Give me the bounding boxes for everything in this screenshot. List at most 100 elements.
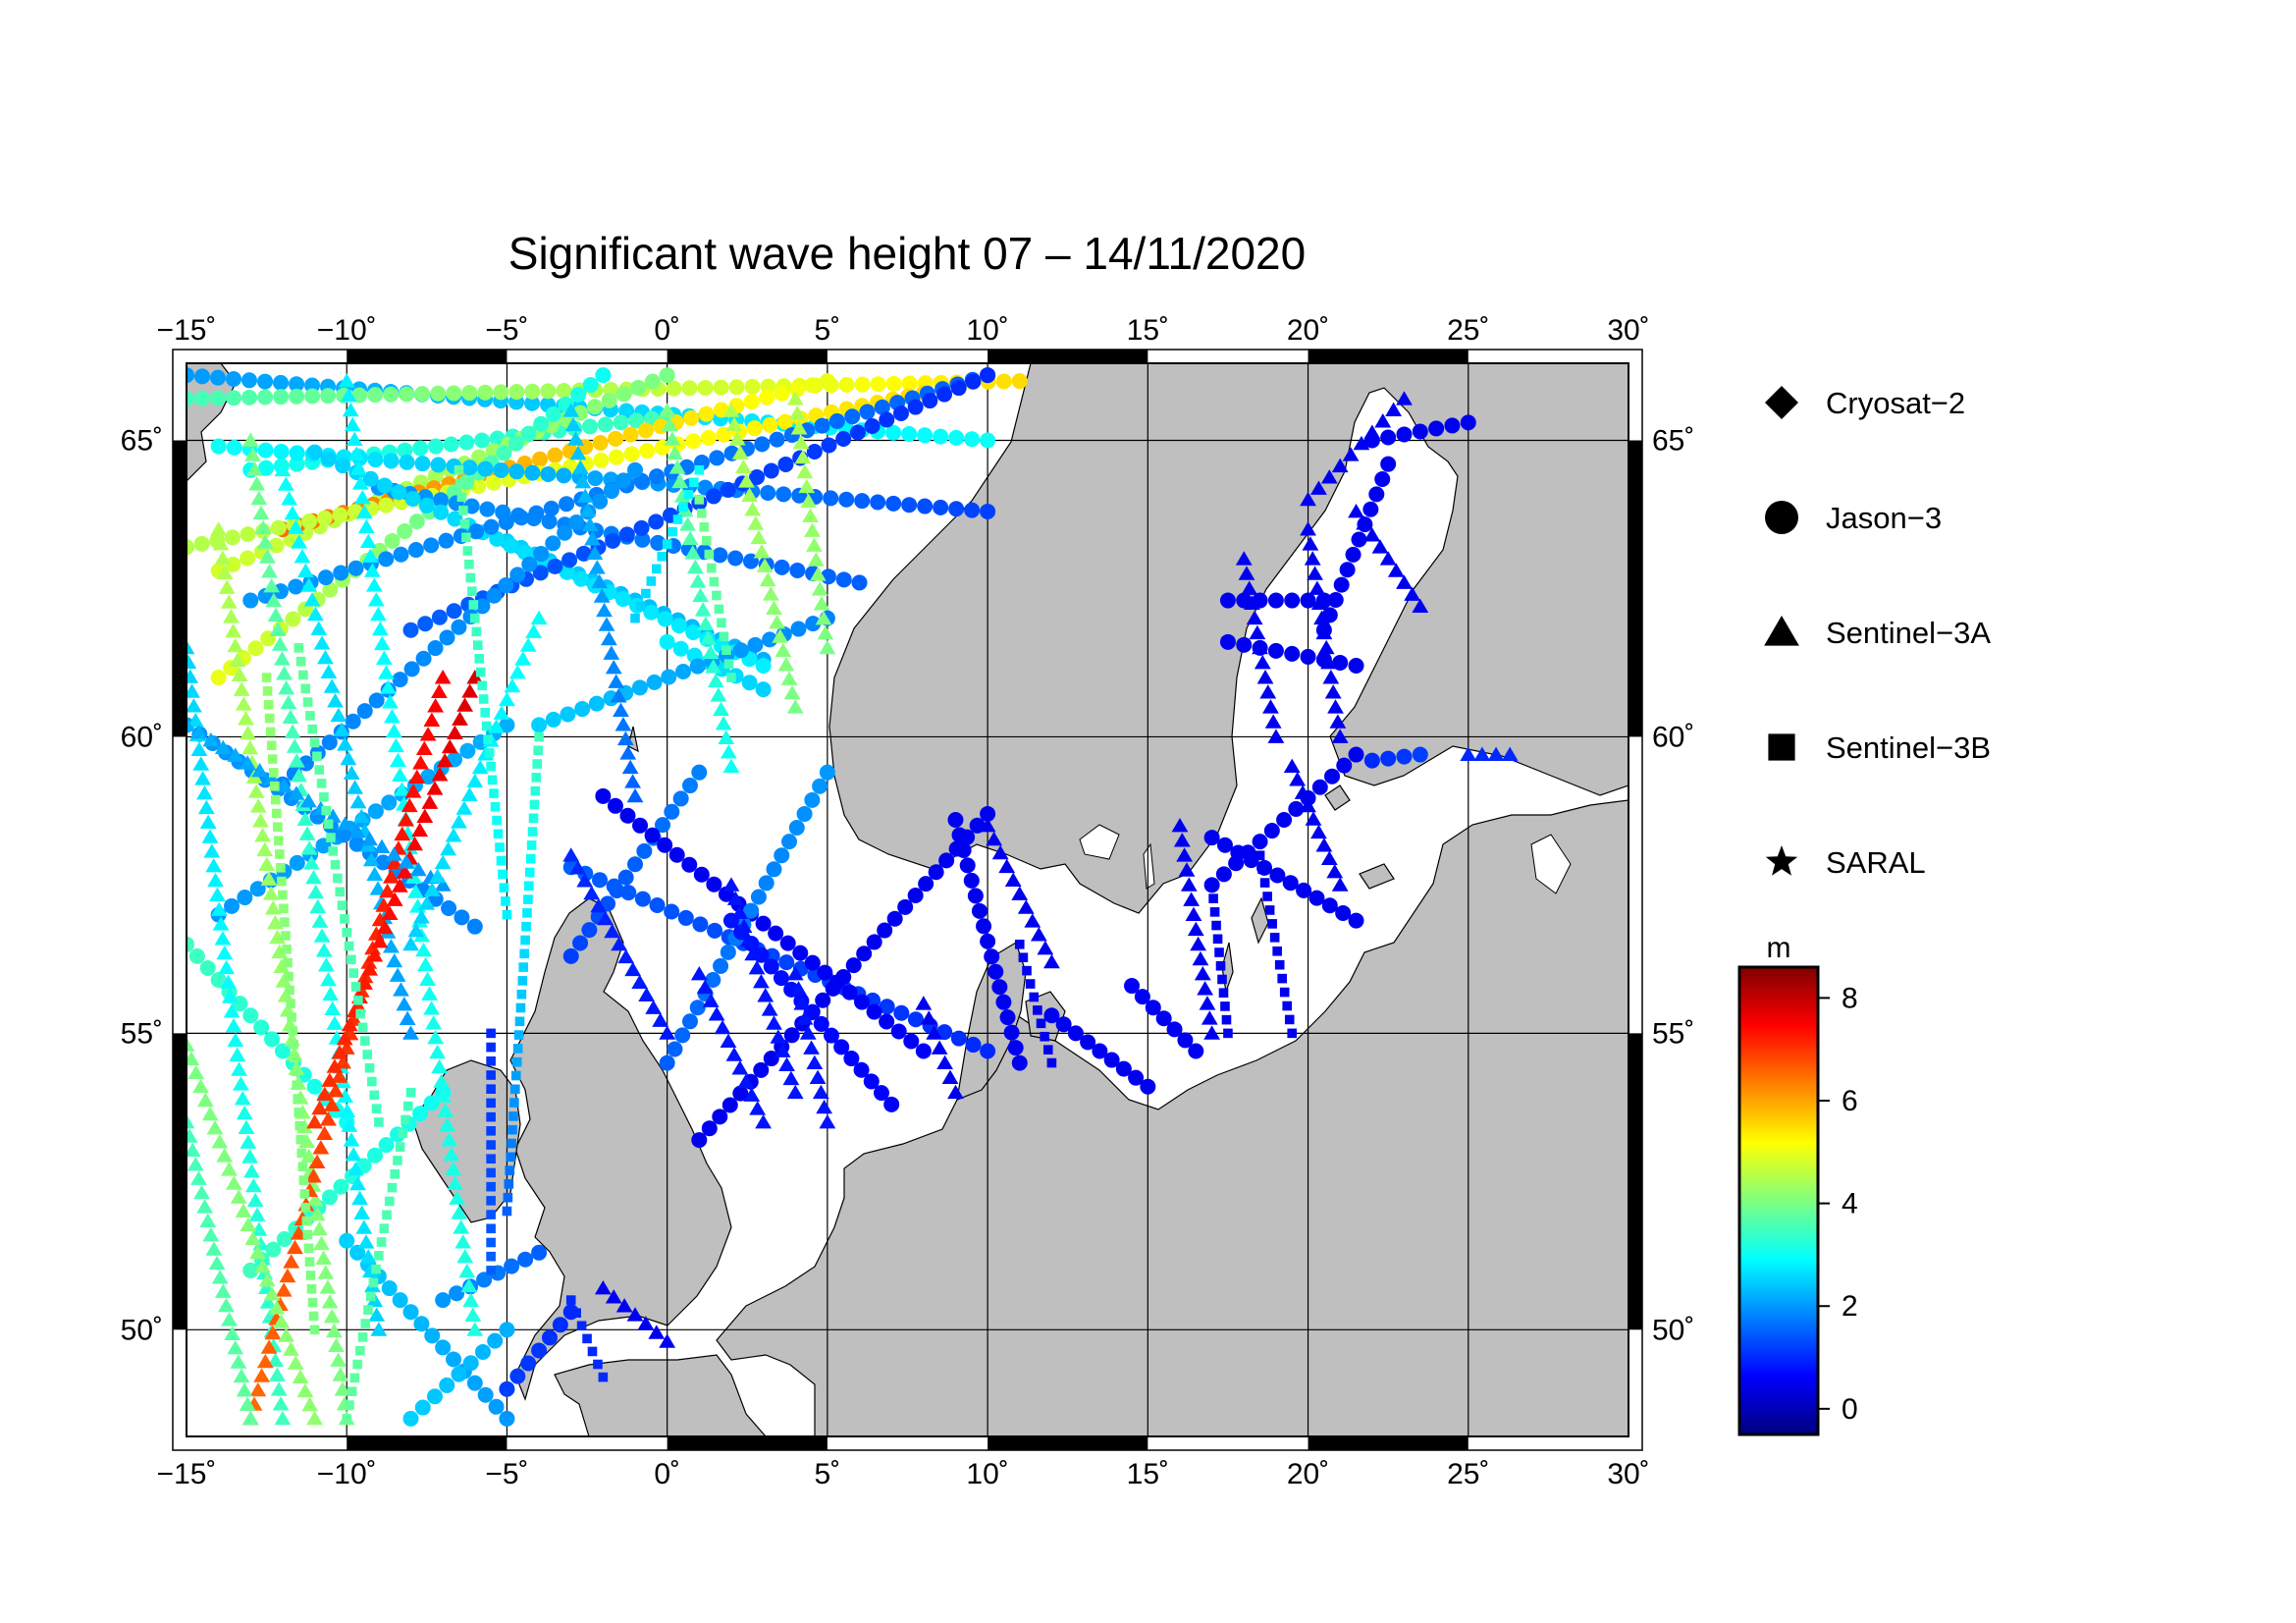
wave-height-point xyxy=(368,692,385,709)
wave-height-point xyxy=(368,1277,379,1288)
wave-height-point xyxy=(598,617,615,631)
wave-height-point xyxy=(804,522,821,537)
wave-height-point xyxy=(1272,946,1282,956)
wave-height-point xyxy=(995,373,1012,390)
wave-height-point xyxy=(786,965,804,981)
wave-height-point xyxy=(488,719,505,733)
frame-band xyxy=(173,1033,187,1330)
wave-height-point xyxy=(779,935,796,951)
wave-height-point xyxy=(611,936,628,951)
satellite-legend: Cryosat−2Jason−3Sentinel−3ASentinel−3BSA… xyxy=(1764,386,1991,880)
wave-height-point xyxy=(1036,1018,1046,1029)
wave-height-point xyxy=(1211,920,1221,931)
wave-height-point xyxy=(1363,424,1381,439)
wave-height-point xyxy=(474,654,485,664)
wave-height-point xyxy=(648,514,665,530)
wave-height-point xyxy=(402,1410,419,1427)
wave-height-point xyxy=(1011,886,1029,900)
wave-height-point xyxy=(306,1410,323,1426)
wave-height-point xyxy=(741,487,759,502)
wave-height-point xyxy=(849,424,866,441)
wave-height-point xyxy=(518,962,529,972)
wave-height-point xyxy=(504,677,521,693)
colorbar-tick-label: 4 xyxy=(1842,1188,1858,1220)
wave-height-point xyxy=(817,964,833,981)
wave-height-point xyxy=(615,386,632,403)
wave-height-point xyxy=(419,971,436,986)
wave-height-point xyxy=(361,961,379,976)
wave-height-point xyxy=(531,1244,548,1261)
wave-height-point xyxy=(349,1244,366,1261)
wave-height-point xyxy=(726,891,744,905)
wave-height-point xyxy=(721,1097,738,1113)
wave-height-point xyxy=(275,849,285,859)
wave-height-point xyxy=(344,941,354,951)
wave-height-point xyxy=(320,664,338,679)
wave-height-point xyxy=(529,799,540,810)
wave-height-point xyxy=(649,897,666,914)
wave-height-point xyxy=(284,505,301,520)
wave-height-point xyxy=(454,1234,472,1249)
wave-height-point xyxy=(331,1045,348,1059)
wave-height-point xyxy=(613,414,629,431)
wave-height-point xyxy=(374,1117,384,1127)
wave-height-point xyxy=(434,670,452,684)
wave-height-point xyxy=(828,412,845,429)
wave-height-point xyxy=(263,699,274,710)
wave-height-point xyxy=(321,1189,338,1206)
wave-height-point xyxy=(478,694,489,704)
wave-height-point xyxy=(1252,834,1268,850)
wave-height-point xyxy=(508,665,526,679)
wave-height-point xyxy=(748,959,766,975)
wave-height-point xyxy=(291,1066,300,1077)
wave-height-point xyxy=(571,1308,581,1318)
wave-height-point xyxy=(363,563,381,577)
wave-height-point xyxy=(691,764,708,781)
wave-height-point xyxy=(223,1003,240,1018)
wave-height-point xyxy=(1187,921,1204,937)
wave-height-point xyxy=(384,708,400,724)
wave-height-point xyxy=(423,882,441,896)
wave-height-point xyxy=(369,1090,380,1101)
wave-height-point xyxy=(508,384,525,401)
wave-height-point xyxy=(239,755,256,770)
wave-height-point xyxy=(1380,456,1397,472)
lon-tick-label-top: 10˚ xyxy=(966,314,1008,347)
wave-height-point xyxy=(1332,654,1349,671)
wave-height-point xyxy=(498,869,507,880)
wave-height-point xyxy=(278,1327,294,1342)
wave-height-point xyxy=(763,462,779,479)
wave-height-point xyxy=(1267,729,1285,743)
wave-height-point xyxy=(796,463,814,479)
wave-height-point xyxy=(1460,746,1477,761)
wave-height-point xyxy=(360,954,378,969)
wave-height-point xyxy=(205,1241,223,1256)
wave-height-point xyxy=(302,1229,313,1240)
wave-height-point xyxy=(227,1032,244,1048)
wave-height-point xyxy=(315,943,333,957)
wave-height-point xyxy=(569,445,587,460)
wave-height-point xyxy=(417,956,434,972)
wave-height-point xyxy=(507,1124,517,1135)
wave-height-point xyxy=(689,477,699,488)
wave-height-point xyxy=(959,857,976,874)
wave-height-point xyxy=(649,468,666,485)
wave-height-point xyxy=(520,935,530,946)
wave-height-point xyxy=(524,464,541,481)
wave-height-point xyxy=(753,544,771,559)
wave-height-point xyxy=(947,1084,964,1100)
wave-height-point xyxy=(247,640,264,657)
wave-height-point xyxy=(648,1325,666,1339)
wave-height-point xyxy=(743,394,760,410)
wave-height-point xyxy=(337,736,353,751)
wave-height-point xyxy=(256,841,274,857)
wave-height-point xyxy=(193,1184,210,1200)
wave-height-point xyxy=(367,803,384,820)
wave-height-point xyxy=(402,1025,419,1040)
wave-height-point xyxy=(210,901,228,916)
wave-height-point xyxy=(470,613,480,623)
wave-height-point xyxy=(426,1388,443,1405)
wave-height-point xyxy=(698,406,715,422)
wave-height-point xyxy=(229,652,246,668)
wave-height-point xyxy=(224,529,240,546)
